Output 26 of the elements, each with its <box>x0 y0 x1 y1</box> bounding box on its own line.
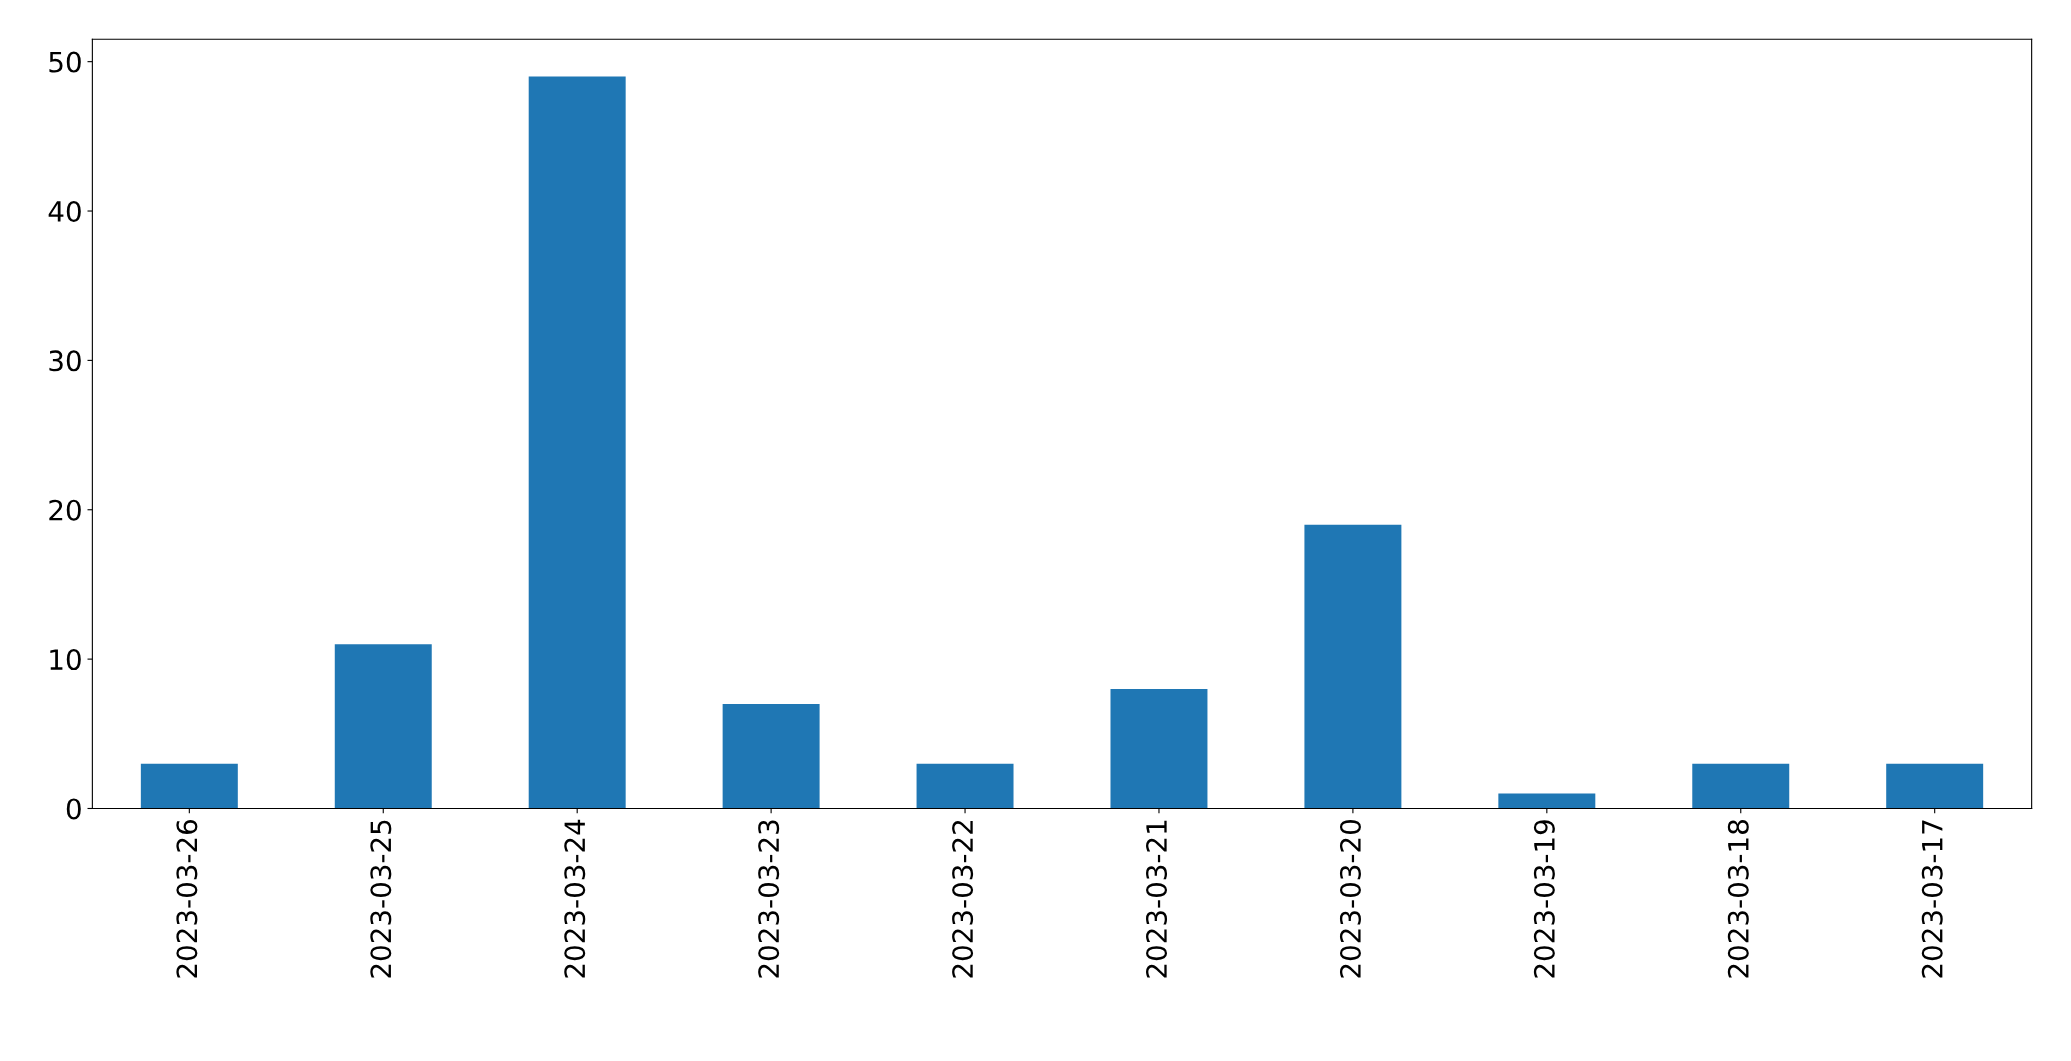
bar <box>1886 763 1984 809</box>
x-tick-label: 2023-03-23 <box>758 820 780 978</box>
y-tick-label: 10 <box>50 649 81 671</box>
x-tick-label: 2023-03-19 <box>1533 820 1555 978</box>
bar <box>1110 688 1208 809</box>
bar <box>722 703 820 809</box>
y-tick-label: 20 <box>49 499 81 521</box>
y-tick-label: 40 <box>48 200 81 222</box>
bar <box>1692 763 1790 809</box>
x-tick-label: 2023-03-26 <box>176 819 198 978</box>
y-tick-label: 30 <box>49 350 81 372</box>
x-tick-label: 2023-03-22 <box>952 820 974 978</box>
x-tick-label: 2023-03-21 <box>1146 820 1168 978</box>
y-tick-label: 0 <box>66 798 81 820</box>
bar <box>1304 524 1402 809</box>
x-tick-label: 2023-03-18 <box>1727 820 1749 978</box>
x-tick-label: 2023-03-20 <box>1339 820 1361 978</box>
bar <box>1498 793 1596 809</box>
bar <box>140 763 238 809</box>
bar <box>916 763 1014 809</box>
x-tick-label: 2023-03-24 <box>564 819 586 978</box>
y-tick-label: 50 <box>49 51 81 73</box>
bar <box>334 644 432 809</box>
x-tick-label: 2023-03-25 <box>370 820 392 978</box>
x-tick-label: 2023-03-17 <box>1921 820 1943 978</box>
bar <box>528 76 626 809</box>
